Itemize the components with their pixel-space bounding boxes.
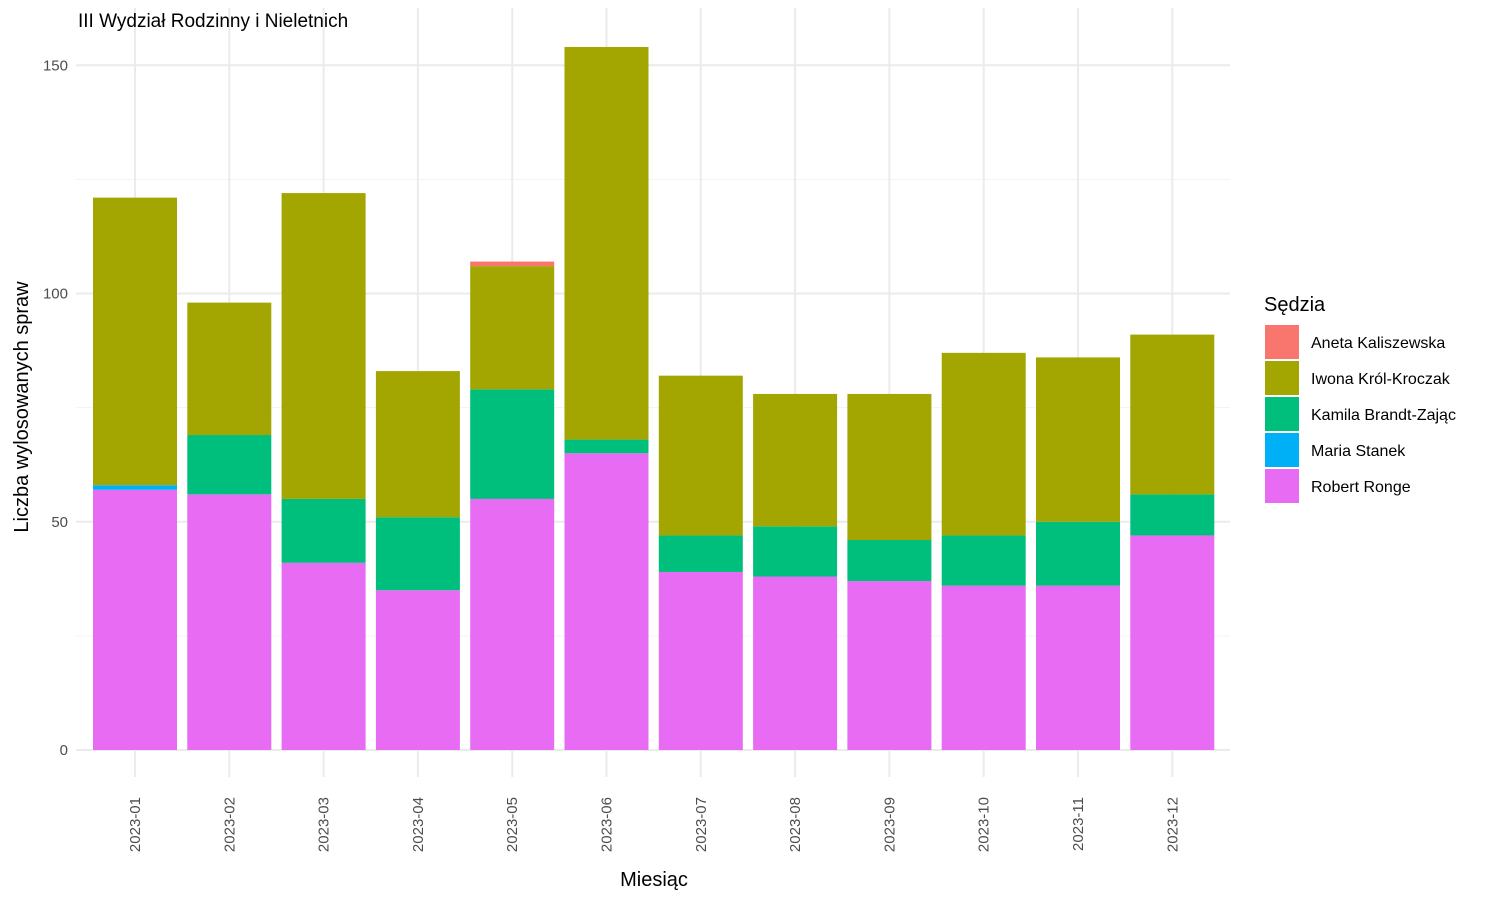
bar-segment	[470, 261, 555, 267]
bar-segment	[941, 585, 1026, 750]
bars-layer	[93, 46, 1215, 750]
legend-key	[1265, 325, 1299, 359]
bar-segment	[375, 590, 460, 750]
x-tick-label: 2023-09	[881, 797, 898, 852]
bar-segment	[470, 266, 555, 390]
bar-segment	[187, 494, 272, 750]
bar-segment	[658, 535, 743, 572]
legend-label: Aneta Kaliszewska	[1311, 335, 1445, 352]
bar-segment	[753, 526, 838, 577]
bar-segment	[93, 489, 177, 750]
bar-segment	[281, 193, 366, 499]
x-tick-label: 2023-11	[1070, 797, 1087, 851]
bar-segment	[187, 302, 272, 436]
bar-segment	[658, 571, 743, 750]
bar-segment	[847, 393, 932, 541]
legend-label: Kamila Brandt-Zając	[1311, 407, 1456, 424]
bar-segment	[1130, 494, 1215, 536]
bar-segment	[941, 352, 1026, 536]
legend-key	[1265, 469, 1299, 503]
legend-label: Robert Ronge	[1311, 479, 1411, 496]
bar-segment	[564, 453, 649, 750]
bar-segment	[281, 562, 366, 750]
bar-segment	[753, 393, 838, 527]
x-tick-label: 2023-01	[127, 797, 144, 852]
legend-key	[1265, 433, 1299, 467]
legend-key	[1265, 397, 1299, 431]
bar-segment	[1036, 585, 1120, 750]
bar-segment	[753, 576, 838, 750]
legend-key	[1265, 361, 1299, 395]
y-tick-label: 0	[60, 742, 68, 759]
x-tick-label: 2023-12	[1164, 797, 1181, 852]
x-axis-title: Miesiąc	[620, 869, 688, 891]
chart-title: III Wydział Rodzinny i Nieletnich	[78, 11, 348, 32]
bar-segment	[281, 498, 366, 563]
bar-segment	[187, 435, 272, 495]
bar-segment	[93, 485, 177, 490]
x-tick-label: 2023-06	[599, 797, 616, 852]
bar-segment	[847, 540, 932, 582]
bar-segment	[941, 535, 1026, 586]
x-tick-label: 2023-03	[316, 797, 333, 852]
bar-segment	[1130, 535, 1215, 750]
legend-label: Iwona Król-Kroczak	[1311, 371, 1451, 388]
bar-segment	[93, 197, 177, 486]
x-tick-label: 2023-04	[410, 797, 427, 852]
x-tick-label: 2023-02	[221, 797, 238, 852]
bar-segment	[375, 371, 460, 518]
bar-segment	[564, 46, 649, 440]
legend-label: Maria Stanek	[1311, 443, 1406, 460]
x-tick-label: 2023-10	[976, 797, 993, 852]
x-tick-label: 2023-07	[693, 797, 710, 852]
bar-segment	[847, 581, 932, 750]
legend-title: Sędzia	[1264, 294, 1326, 316]
legend-items: Aneta Kaliszewska Iwona Król-Kroczak Kamil…	[1265, 325, 1456, 503]
bar-segment	[658, 375, 743, 536]
legend: Sędzia Aneta Kaliszewska Iwona Król-Krocz…	[1264, 294, 1456, 503]
y-tick-label: 50	[51, 514, 68, 531]
bar-segment	[470, 389, 555, 499]
x-tick-label: 2023-05	[504, 797, 521, 852]
bar-segment	[564, 439, 649, 454]
bar-segment	[470, 498, 555, 750]
bar-segment	[375, 517, 460, 591]
y-tick-label: 150	[43, 57, 68, 74]
y-tick-label: 100	[43, 286, 68, 303]
bar-segment	[1130, 334, 1215, 495]
axis-layer: 0 50 100 150 2023-01 2023-02 2023-03 2023-04 202…	[43, 57, 1181, 852]
y-axis-title: Liczba wylosowanych spraw	[11, 281, 33, 533]
x-tick-label: 2023-08	[787, 797, 804, 852]
bar-segment	[1036, 357, 1120, 522]
bar-segment	[1036, 521, 1120, 586]
